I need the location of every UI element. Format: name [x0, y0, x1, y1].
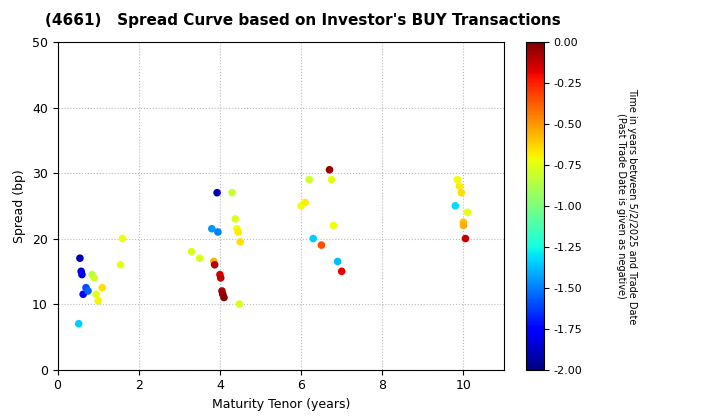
Point	[234, 301, 246, 307]
Point	[117, 235, 128, 242]
Point	[462, 209, 473, 216]
Point	[456, 189, 467, 196]
Point	[300, 199, 311, 206]
Point	[96, 284, 108, 291]
Point	[206, 226, 217, 232]
Point	[73, 320, 84, 327]
Point	[315, 242, 327, 249]
Text: Time in years between 5/2/2025 and Trade Date
(Past Trade Date is given as negat: Time in years between 5/2/2025 and Trade…	[616, 88, 637, 324]
Point	[325, 176, 337, 183]
Point	[80, 284, 91, 291]
Point	[459, 235, 471, 242]
Point	[458, 222, 469, 229]
Point	[208, 258, 220, 265]
Point	[194, 255, 205, 262]
Point	[235, 239, 246, 245]
Point	[233, 228, 244, 235]
Point	[209, 261, 220, 268]
Point	[91, 291, 102, 298]
Point	[217, 291, 228, 298]
Point	[230, 215, 241, 222]
Y-axis label: Spread (bp): Spread (bp)	[14, 169, 27, 243]
Point	[226, 189, 238, 196]
Point	[231, 226, 243, 232]
Point	[76, 268, 87, 275]
Point	[336, 268, 348, 275]
Point	[218, 294, 230, 301]
Point	[451, 176, 463, 183]
Point	[303, 176, 315, 183]
Point	[76, 271, 88, 278]
Point	[458, 219, 469, 226]
Point	[114, 261, 126, 268]
Point	[449, 202, 461, 209]
Text: (4661)   Spread Curve based on Investor's BUY Transactions: (4661) Spread Curve based on Investor's …	[45, 13, 560, 28]
Point	[74, 255, 86, 262]
Point	[78, 291, 89, 298]
Point	[212, 228, 224, 235]
Point	[186, 248, 197, 255]
Point	[216, 288, 228, 294]
Point	[214, 271, 225, 278]
X-axis label: Maturity Tenor (years): Maturity Tenor (years)	[212, 398, 350, 411]
Point	[92, 297, 104, 304]
Point	[332, 258, 343, 265]
Point	[82, 288, 94, 294]
Point	[212, 189, 223, 196]
Point	[307, 235, 319, 242]
Point	[86, 271, 98, 278]
Point	[215, 275, 227, 281]
Point	[295, 202, 307, 209]
Point	[328, 222, 339, 229]
Point	[324, 166, 336, 173]
Point	[454, 183, 465, 189]
Point	[89, 275, 100, 281]
